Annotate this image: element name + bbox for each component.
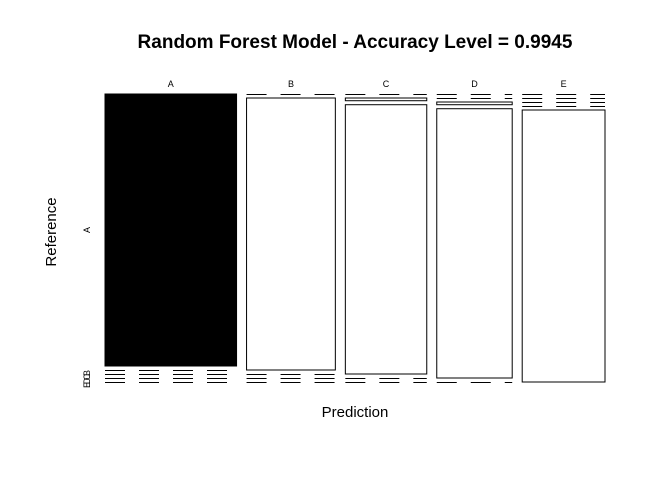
tile-c-c [344,104,428,375]
column-label-d: D [471,79,478,89]
column-label-b: B [288,79,294,89]
tile-d-c [436,101,513,106]
tile-c-b [344,97,428,102]
row-label-b: B [82,370,92,376]
tile-d-d [436,108,513,379]
row-label-c: C [82,373,92,380]
row-label-a: A [82,227,92,233]
column-label-a: A [168,79,174,89]
x-axis-label: Prediction [322,404,389,421]
tile-a-a [104,93,238,367]
row-label-e: E [82,382,92,388]
y-axis-label: Reference [43,197,60,266]
column-label-c: C [383,79,390,89]
chart-title: Random Forest Model - Accuracy Level = 0… [138,32,573,53]
tile-b-b [246,97,336,371]
column-labels: A B C D E [168,79,567,89]
tile-e-e [521,109,606,383]
column-label-e: E [561,79,567,89]
mosaic-tiles [104,93,606,383]
row-label-d: D [82,377,92,384]
